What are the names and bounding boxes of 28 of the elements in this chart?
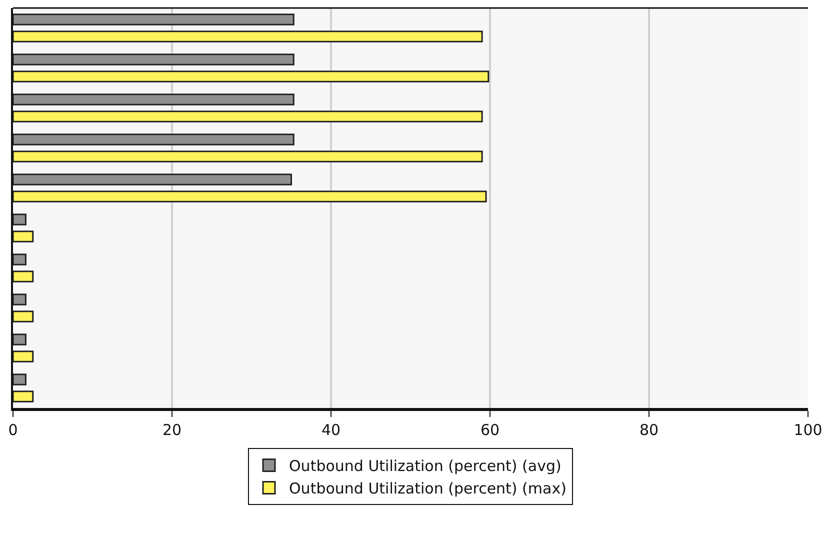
x-tick-label: 40 bbox=[321, 421, 341, 439]
bar bbox=[13, 374, 26, 386]
bar bbox=[13, 30, 483, 42]
legend-label: Outbound Utilization (percent) (max) bbox=[289, 480, 566, 498]
bar bbox=[13, 174, 292, 186]
bar bbox=[13, 14, 294, 26]
bar bbox=[13, 94, 294, 106]
bar bbox=[13, 134, 294, 146]
bar bbox=[13, 150, 483, 162]
bar bbox=[13, 390, 34, 402]
bar bbox=[13, 254, 26, 266]
x-tick-label: 80 bbox=[639, 421, 659, 439]
bar bbox=[13, 214, 26, 226]
bar bbox=[13, 334, 26, 346]
legend-label: Outbound Utilization (percent) (avg) bbox=[289, 457, 562, 476]
x-tick-label: 0 bbox=[8, 421, 18, 439]
x-tick-label: 20 bbox=[162, 421, 182, 439]
bar bbox=[13, 294, 26, 306]
bar bbox=[13, 54, 294, 66]
bar bbox=[13, 270, 34, 282]
bar bbox=[13, 310, 34, 322]
bar bbox=[13, 190, 487, 202]
x-tick-label: 60 bbox=[480, 421, 500, 439]
bar bbox=[13, 110, 483, 122]
bar bbox=[13, 350, 34, 362]
bar bbox=[13, 70, 490, 82]
bar bbox=[13, 230, 34, 242]
x-tick-label: 100 bbox=[794, 421, 822, 439]
